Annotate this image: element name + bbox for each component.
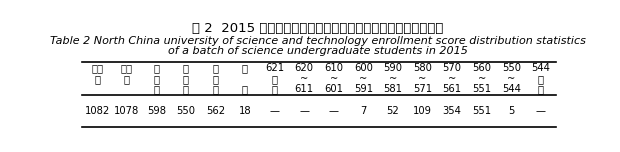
Text: 544: 544 <box>531 63 550 73</box>
Text: ~: ~ <box>477 74 486 84</box>
Text: 561: 561 <box>443 84 462 94</box>
Text: 620: 620 <box>294 63 314 73</box>
Text: 611: 611 <box>294 84 314 94</box>
Text: 570: 570 <box>443 63 461 73</box>
Text: 数: 数 <box>123 74 130 84</box>
Text: ~: ~ <box>300 74 308 84</box>
Text: 598: 598 <box>147 106 166 116</box>
Text: 以: 以 <box>272 74 278 84</box>
Text: Table 2 North China university of science and technology enrollment score distri: Table 2 North China university of scienc… <box>50 36 586 46</box>
Text: 最: 最 <box>183 63 189 73</box>
Text: 7: 7 <box>360 106 366 116</box>
Text: ~: ~ <box>330 74 338 84</box>
Text: 低: 低 <box>183 74 189 84</box>
Text: 52: 52 <box>386 106 399 116</box>
Text: ~: ~ <box>418 74 427 84</box>
Text: 591: 591 <box>354 84 373 94</box>
Text: 计划: 计划 <box>91 63 103 73</box>
Text: 均: 均 <box>213 74 218 84</box>
Text: 5: 5 <box>508 106 515 116</box>
Text: 1082: 1082 <box>84 106 110 116</box>
Text: ~: ~ <box>359 74 368 84</box>
Text: 上: 上 <box>272 84 278 94</box>
Text: 550: 550 <box>502 63 521 73</box>
Text: 分: 分 <box>183 84 189 94</box>
Text: 平: 平 <box>213 63 218 73</box>
Text: ~: ~ <box>389 74 397 84</box>
Text: 601: 601 <box>324 84 343 94</box>
Text: 下: 下 <box>538 84 544 94</box>
Text: of a batch of science undergraduate students in 2015: of a batch of science undergraduate stud… <box>168 46 467 56</box>
Text: 551: 551 <box>472 84 491 94</box>
Text: —: — <box>329 106 339 116</box>
Text: 以: 以 <box>538 74 544 84</box>
Text: 表 2  2015 年华北理工大学本科一批理科招生录取分数分布统计: 表 2 2015 年华北理工大学本科一批理科招生录取分数分布统计 <box>192 22 443 35</box>
Text: 录取: 录取 <box>121 63 133 73</box>
Text: 544: 544 <box>502 84 521 94</box>
Text: 550: 550 <box>176 106 195 116</box>
Text: 610: 610 <box>324 63 343 73</box>
Text: 354: 354 <box>443 106 461 116</box>
Text: 109: 109 <box>413 106 432 116</box>
Text: 值: 值 <box>242 84 248 94</box>
Text: ~: ~ <box>448 74 456 84</box>
Text: 最: 最 <box>153 63 159 73</box>
Text: 600: 600 <box>354 63 373 73</box>
Text: 高: 高 <box>153 74 159 84</box>
Text: 1078: 1078 <box>114 106 140 116</box>
Text: 590: 590 <box>383 63 402 73</box>
Text: 分: 分 <box>213 84 218 94</box>
Text: 18: 18 <box>239 106 251 116</box>
Text: 数: 数 <box>94 74 100 84</box>
Text: 差: 差 <box>242 63 248 73</box>
Text: —: — <box>270 106 280 116</box>
Text: 581: 581 <box>383 84 402 94</box>
Text: ~: ~ <box>507 74 515 84</box>
Text: —: — <box>536 106 546 116</box>
Text: 分: 分 <box>153 84 159 94</box>
Text: 571: 571 <box>413 84 432 94</box>
Text: 562: 562 <box>206 106 225 116</box>
Text: 560: 560 <box>472 63 491 73</box>
Text: 621: 621 <box>265 63 284 73</box>
Text: 580: 580 <box>413 63 432 73</box>
Text: 551: 551 <box>472 106 491 116</box>
Text: —: — <box>299 106 309 116</box>
